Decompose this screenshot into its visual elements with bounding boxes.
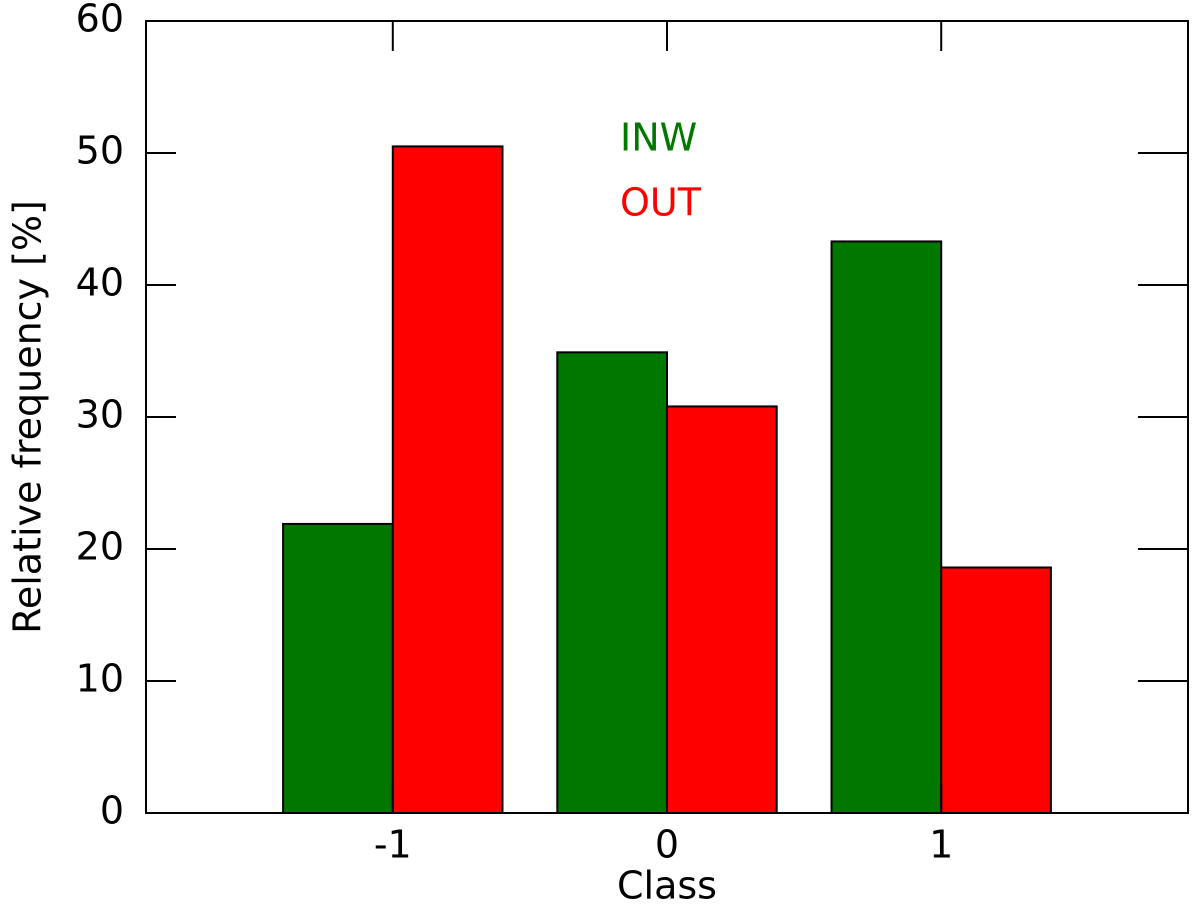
bar — [830, 240, 943, 814]
x-axis-label: Class — [617, 864, 717, 908]
bar — [282, 522, 394, 814]
y-tick-label: 40 — [76, 261, 124, 305]
legend-entry: OUT — [620, 181, 702, 225]
y-tick-label: 50 — [76, 129, 124, 173]
x-tick-label: 0 — [655, 823, 679, 867]
bar — [940, 566, 1052, 814]
y-tick-label: 20 — [76, 525, 124, 569]
y-tick-label: 10 — [76, 657, 124, 701]
y-axis-label: Relative frequency [%] — [6, 200, 50, 634]
bar — [556, 351, 669, 814]
legend-entry: INW — [620, 116, 697, 160]
bar — [666, 405, 778, 814]
x-tick-label: -1 — [374, 823, 412, 867]
y-tick-label: 60 — [76, 0, 124, 41]
bar — [391, 145, 504, 814]
x-tick-label: 1 — [929, 823, 953, 867]
y-tick-label: 0 — [100, 789, 124, 833]
y-tick-label: 30 — [76, 393, 124, 437]
